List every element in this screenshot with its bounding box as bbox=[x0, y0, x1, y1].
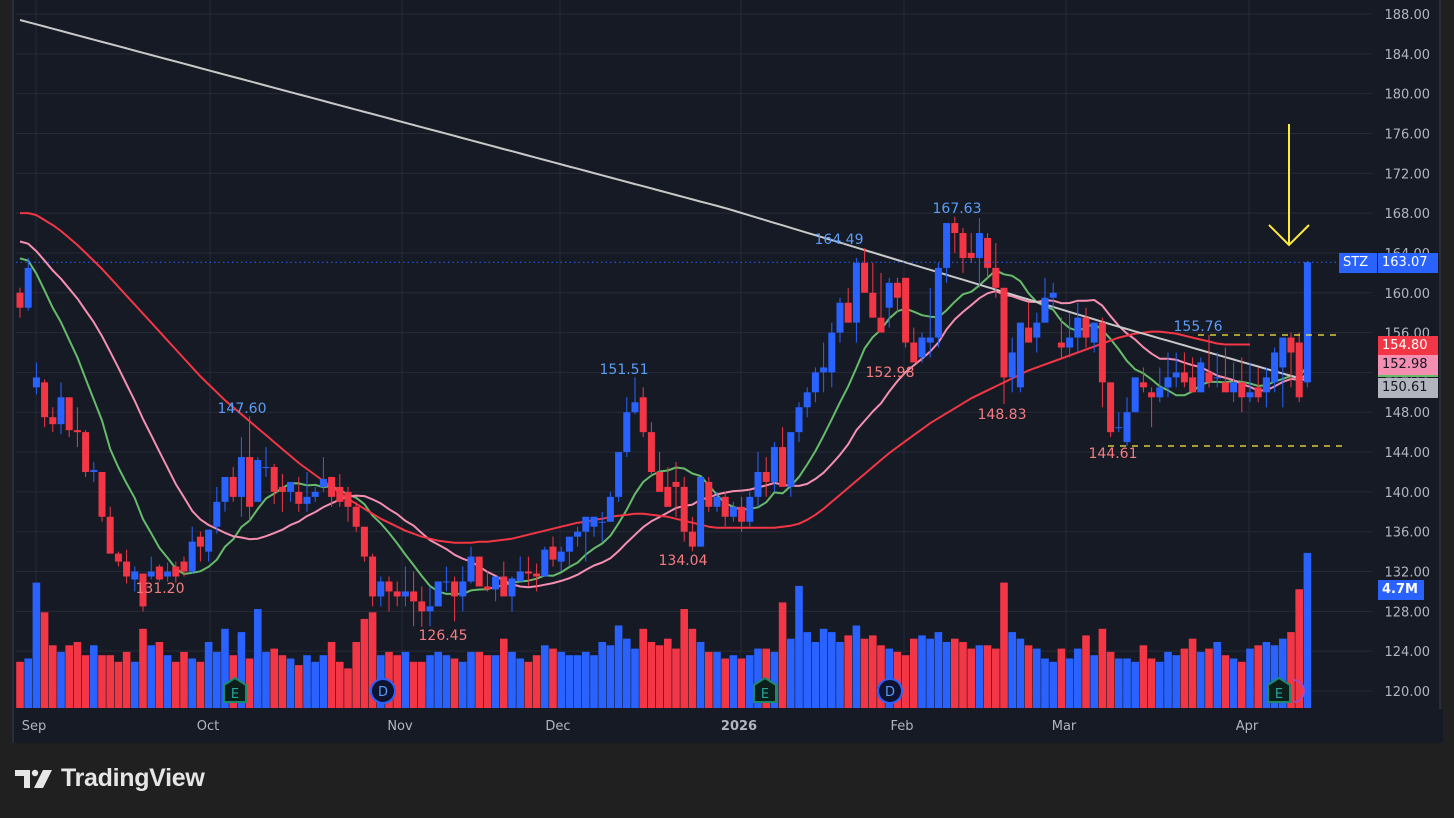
svg-text:Dec: Dec bbox=[545, 719, 570, 734]
ma-pink-tag: 152.98 bbox=[1378, 355, 1438, 375]
svg-text:Oct: Oct bbox=[197, 719, 219, 734]
svg-text:140.00: 140.00 bbox=[1385, 486, 1431, 501]
high-label: 155.76 bbox=[1174, 319, 1223, 335]
price-axis[interactable]: 188.00184.00180.00176.00172.00168.00164.… bbox=[1385, 8, 1431, 700]
svg-text:124.00: 124.00 bbox=[1385, 645, 1431, 660]
svg-text:120.00: 120.00 bbox=[1385, 685, 1431, 700]
high-label: 164.49 bbox=[815, 232, 864, 248]
moving-averages bbox=[19, 19, 1309, 595]
svg-text:132.00: 132.00 bbox=[1385, 566, 1431, 581]
brand-name: TradingView bbox=[61, 764, 205, 792]
candlesticks bbox=[16, 216, 1372, 627]
low-label: 126.45 bbox=[419, 628, 468, 644]
svg-text:180.00: 180.00 bbox=[1385, 88, 1431, 103]
svg-text:160.00: 160.00 bbox=[1385, 287, 1431, 302]
svg-text:D: D bbox=[378, 685, 388, 700]
svg-text:E: E bbox=[231, 687, 239, 702]
yellow-arrow-annotation[interactable] bbox=[1268, 124, 1310, 247]
high-label: 167.63 bbox=[933, 201, 982, 217]
svg-text:Nov: Nov bbox=[387, 719, 413, 734]
low-label: 152.98 bbox=[866, 365, 915, 381]
time-axis[interactable]: Sep Oct Nov Dec 2026 Feb Mar Apr bbox=[14, 709, 1443, 743]
svg-text:E: E bbox=[761, 687, 769, 702]
svg-text:184.00: 184.00 bbox=[1385, 48, 1431, 63]
last-price-tag: 163.07 bbox=[1378, 253, 1438, 273]
svg-text:148.00: 148.00 bbox=[1385, 406, 1431, 421]
svg-text:E: E bbox=[1275, 687, 1283, 702]
svg-text:136.00: 136.00 bbox=[1385, 526, 1431, 541]
earnings-icon bbox=[223, 676, 247, 703]
chart-panel[interactable]: 147.60 151.51 164.49 167.63 155.76 131.20 126.… bbox=[12, 0, 1443, 743]
svg-text:Feb: Feb bbox=[890, 719, 913, 734]
svg-text:144.00: 144.00 bbox=[1385, 446, 1431, 461]
svg-text:Sep: Sep bbox=[22, 719, 47, 734]
svg-text:172.00: 172.00 bbox=[1385, 167, 1431, 182]
dividend-icon bbox=[877, 678, 903, 704]
ma-green-tag-sliver bbox=[1378, 375, 1438, 377]
dividend-icon bbox=[370, 678, 396, 704]
svg-text:128.00: 128.00 bbox=[1385, 605, 1431, 620]
horizontal-levels[interactable] bbox=[1108, 334, 1342, 447]
svg-text:168.00: 168.00 bbox=[1385, 207, 1431, 222]
high-low-labels: 147.60 151.51 164.49 167.63 155.76 131.20 126.… bbox=[136, 201, 1223, 644]
svg-text:D: D bbox=[885, 685, 895, 700]
earnings-icon bbox=[1267, 676, 1291, 703]
svg-text:Mar: Mar bbox=[1052, 719, 1077, 734]
high-label: 151.51 bbox=[600, 362, 649, 378]
symbol-tag: STZ bbox=[1339, 253, 1377, 273]
svg-text:188.00: 188.00 bbox=[1385, 8, 1431, 23]
low-label: 144.61 bbox=[1089, 446, 1138, 462]
earnings-icon bbox=[753, 676, 777, 703]
svg-text:Apr: Apr bbox=[1236, 719, 1259, 734]
grid-lines bbox=[16, 0, 1372, 710]
high-label: 147.60 bbox=[218, 401, 267, 417]
svg-text:176.00: 176.00 bbox=[1385, 127, 1431, 142]
volume-bars bbox=[16, 552, 1312, 708]
ma-red-tag: 154.80 bbox=[1378, 336, 1438, 356]
low-label: 131.20 bbox=[136, 581, 185, 597]
svg-text:2026: 2026 bbox=[721, 719, 757, 734]
volume-tag: 4.7M bbox=[1378, 580, 1424, 600]
tradingview-logo-icon bbox=[15, 769, 52, 788]
low-label: 134.04 bbox=[659, 553, 708, 569]
price-chart[interactable]: 147.60 151.51 164.49 167.63 155.76 131.20 126.… bbox=[14, 0, 1443, 743]
low-label: 148.83 bbox=[978, 407, 1027, 423]
ma-gray-tag: 150.61 bbox=[1378, 378, 1438, 398]
event-ring bbox=[1292, 679, 1305, 703]
tradingview-logo[interactable]: TradingView bbox=[15, 764, 205, 793]
